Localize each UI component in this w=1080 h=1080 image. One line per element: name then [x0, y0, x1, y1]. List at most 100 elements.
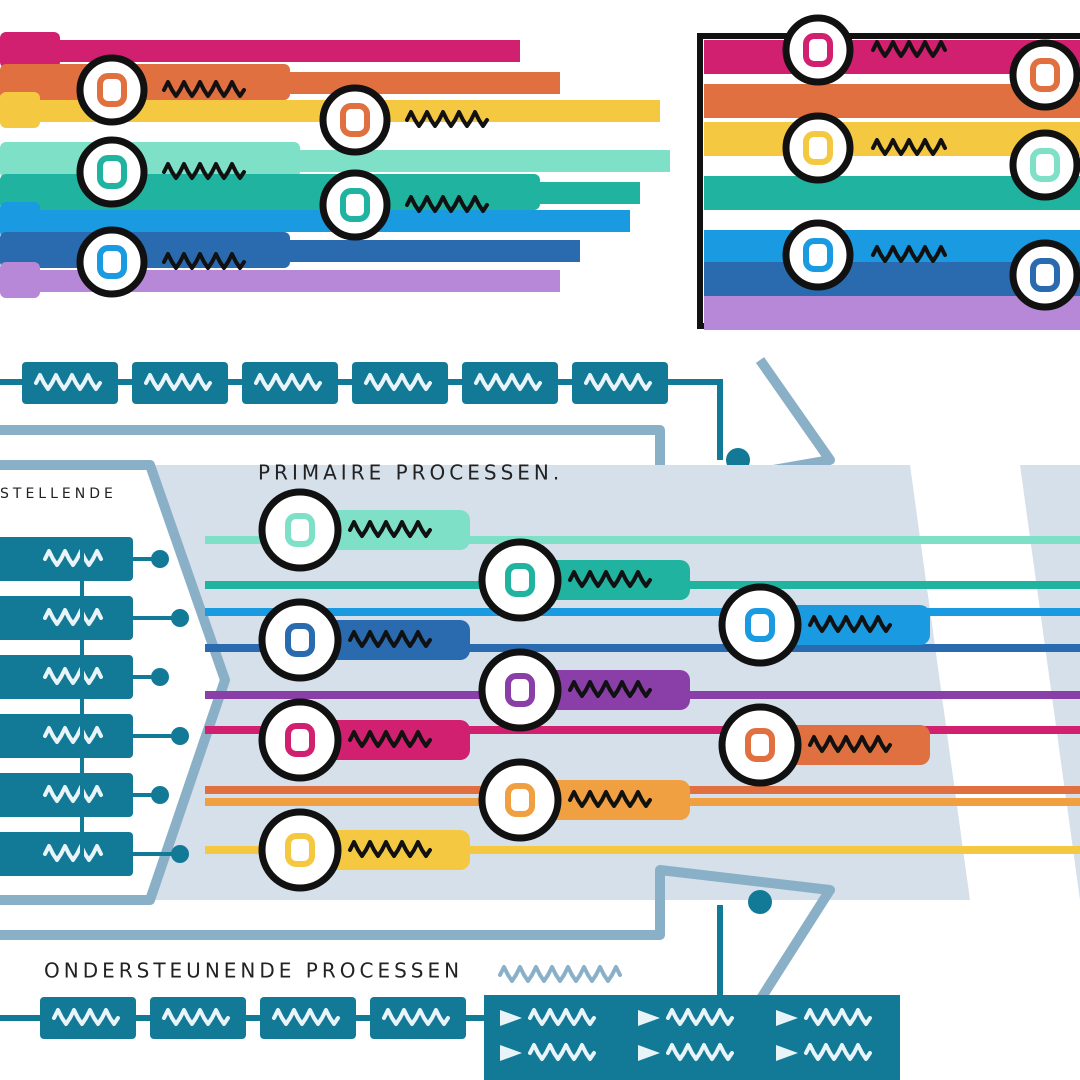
node-icon — [285, 623, 315, 657]
squiggle — [348, 730, 432, 748]
squiggle — [348, 520, 432, 538]
node — [718, 703, 802, 787]
squiggle — [808, 735, 892, 753]
frame — [0, 865, 835, 1003]
node-icon — [340, 103, 370, 137]
node — [478, 758, 562, 842]
squiggle — [804, 1043, 872, 1061]
squiggle — [162, 162, 246, 180]
node — [76, 136, 148, 208]
node — [76, 226, 148, 298]
flow-line — [205, 608, 1080, 616]
node-icon — [97, 73, 127, 107]
stripe-tab — [0, 142, 300, 178]
squiggle — [808, 615, 892, 633]
node — [1009, 239, 1080, 311]
node-icon — [285, 723, 315, 757]
node-icon — [1030, 258, 1060, 292]
node-icon — [1030, 58, 1060, 92]
node-icon — [745, 728, 775, 762]
squiggle — [43, 549, 103, 567]
arrow — [638, 1045, 660, 1061]
node — [1009, 129, 1080, 201]
squiggle — [348, 840, 432, 858]
node — [319, 84, 391, 156]
node — [319, 169, 391, 241]
arrow — [500, 1010, 522, 1026]
squiggle — [804, 1008, 872, 1026]
flow-line — [205, 846, 1080, 854]
node — [718, 583, 802, 667]
squiggle — [52, 1008, 120, 1026]
node-icon — [803, 33, 833, 67]
squiggle — [34, 373, 102, 391]
node-icon — [803, 238, 833, 272]
squiggle — [405, 195, 489, 213]
node — [1009, 39, 1080, 111]
arrow — [638, 1010, 660, 1026]
squiggle — [254, 373, 322, 391]
squiggle — [364, 373, 432, 391]
squiggle — [584, 373, 652, 391]
squiggle — [43, 608, 103, 626]
squiggle — [348, 630, 432, 648]
squiggle — [43, 785, 103, 803]
connector-dot — [171, 727, 189, 745]
squiggle — [568, 680, 652, 698]
flow-tab — [300, 830, 470, 870]
node-icon — [285, 833, 315, 867]
stripe-tab — [0, 32, 60, 68]
connector — [0, 379, 723, 460]
node — [258, 698, 342, 782]
squiggle — [871, 40, 947, 58]
node-icon — [505, 673, 535, 707]
connector-dot — [151, 550, 169, 568]
arrow — [500, 1045, 522, 1061]
squiggle — [498, 965, 622, 983]
node — [478, 538, 562, 622]
connector-dot — [748, 890, 772, 914]
node — [258, 598, 342, 682]
node-icon — [285, 513, 315, 547]
stripe-tab — [0, 262, 40, 298]
squiggle — [382, 1008, 450, 1026]
node — [258, 808, 342, 892]
squiggle — [43, 667, 103, 685]
squiggle — [43, 726, 103, 744]
node-icon — [803, 131, 833, 165]
squiggle — [528, 1008, 596, 1026]
stripe-tab — [0, 92, 40, 128]
squiggle — [528, 1043, 596, 1061]
steering-label: STELLENDE — [0, 486, 117, 502]
support-block — [484, 995, 900, 1080]
squiggle — [666, 1008, 734, 1026]
stripe — [704, 296, 1080, 330]
node-icon — [97, 245, 127, 279]
squiggle — [666, 1043, 734, 1061]
node — [76, 54, 148, 126]
squiggle — [871, 138, 947, 156]
drawing — [0, 14, 1080, 1080]
squiggle — [144, 373, 212, 391]
stripe — [0, 210, 630, 232]
flow-line — [205, 644, 1080, 652]
node-icon — [97, 155, 127, 189]
supporting-label: ONDERSTEUNENDE PROCESSEN — [44, 959, 463, 983]
connector-dot — [151, 786, 169, 804]
node — [782, 112, 854, 184]
squiggle — [162, 80, 246, 98]
flow-line — [205, 726, 1080, 734]
node — [782, 14, 854, 86]
connector-dot — [171, 609, 189, 627]
node — [478, 648, 562, 732]
primary-label: PRIMAIRE PROCESSEN. — [258, 461, 563, 485]
node-icon — [505, 563, 535, 597]
squiggle — [871, 245, 947, 263]
node-icon — [505, 783, 535, 817]
flow-tab — [300, 620, 470, 660]
node — [782, 219, 854, 291]
flow-tab — [520, 780, 690, 820]
node — [258, 488, 342, 572]
connector-dot — [171, 845, 189, 863]
squiggle — [474, 373, 542, 391]
